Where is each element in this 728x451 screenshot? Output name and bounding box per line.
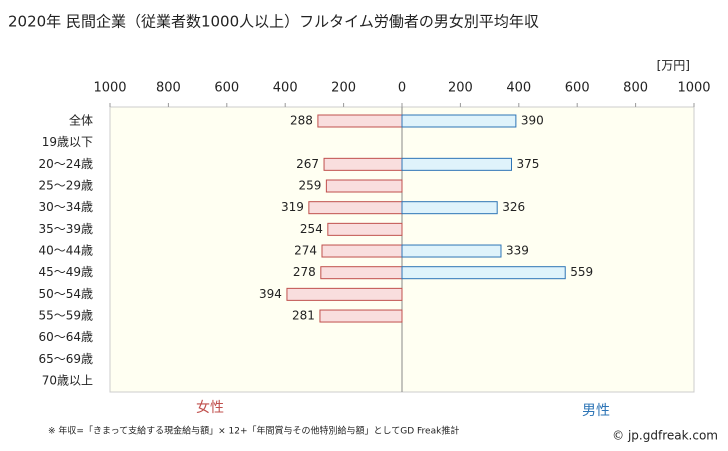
x-tick-label: 400 — [506, 81, 531, 96]
value-label: 254 — [300, 222, 323, 236]
legend-label: 女性 — [196, 399, 224, 416]
y-tick-label: 50〜54歳 — [38, 287, 93, 301]
bar — [319, 309, 403, 323]
source: © jp.gdfreak.com — [612, 429, 718, 443]
value-label: 274 — [294, 244, 317, 258]
x-tick-label: 600 — [214, 81, 239, 96]
unit-label: [万円] — [657, 59, 690, 73]
value-label: 339 — [506, 244, 529, 258]
y-tick-label: 全体 — [69, 113, 93, 128]
bar — [286, 287, 403, 301]
chart-title: 2020年 民間企業（従業者数1000人以上）フルタイム労働者の男女別平均年収 — [8, 13, 539, 31]
y-tick-label: 30〜34歳 — [38, 200, 93, 214]
x-tick-label: 400 — [273, 81, 298, 96]
value-label: 375 — [517, 157, 540, 171]
x-tick-label: 600 — [565, 81, 590, 96]
y-tick-label: 20〜24歳 — [38, 157, 93, 171]
legend-label: 男性 — [582, 403, 610, 419]
bar — [320, 266, 403, 280]
bar — [325, 179, 403, 193]
y-tick-label: 55〜59歳 — [38, 309, 93, 323]
y-tick-label: 60〜64歳 — [38, 330, 93, 344]
y-tick-label: 70歳以上 — [42, 374, 93, 388]
bar — [401, 157, 512, 171]
x-tick-label: 1000 — [93, 81, 126, 96]
x-tick-label: 800 — [156, 81, 181, 96]
value-label: 390 — [521, 114, 544, 128]
value-label: 394 — [259, 287, 282, 301]
bar — [327, 222, 403, 236]
bar — [401, 201, 498, 215]
y-tick-label: 19歳以下 — [42, 135, 93, 149]
value-label: 267 — [296, 157, 319, 171]
value-label: 559 — [570, 265, 593, 279]
bar — [308, 201, 403, 215]
x-tick-label: 0 — [398, 81, 406, 96]
value-label: 326 — [502, 200, 525, 214]
y-tick-label: 45〜49歳 — [38, 265, 93, 279]
value-label: 281 — [292, 309, 315, 323]
footnote: ※ 年収=「きまって支給する現金給与額」× 12+「年間賞与その他特別給与額」と… — [48, 425, 459, 437]
x-tick-label: 200 — [331, 81, 356, 96]
x-tick-label: 200 — [448, 81, 473, 96]
x-tick-label: 800 — [623, 81, 648, 96]
bar — [401, 114, 517, 128]
x-tick-label: 1000 — [677, 81, 710, 96]
value-label: 259 — [298, 179, 321, 193]
y-tick-label: 35〜39歳 — [38, 222, 93, 236]
bar — [321, 244, 403, 258]
y-tick-label: 40〜44歳 — [38, 244, 93, 258]
y-tick-label: 25〜29歳 — [38, 179, 93, 193]
value-label: 288 — [290, 114, 313, 128]
bar — [401, 266, 566, 280]
value-label: 319 — [281, 200, 304, 214]
bar — [323, 157, 403, 171]
bar — [401, 244, 502, 258]
y-tick-label: 65〜69歳 — [38, 352, 93, 366]
bar — [317, 114, 403, 128]
value-label: 278 — [293, 265, 316, 279]
